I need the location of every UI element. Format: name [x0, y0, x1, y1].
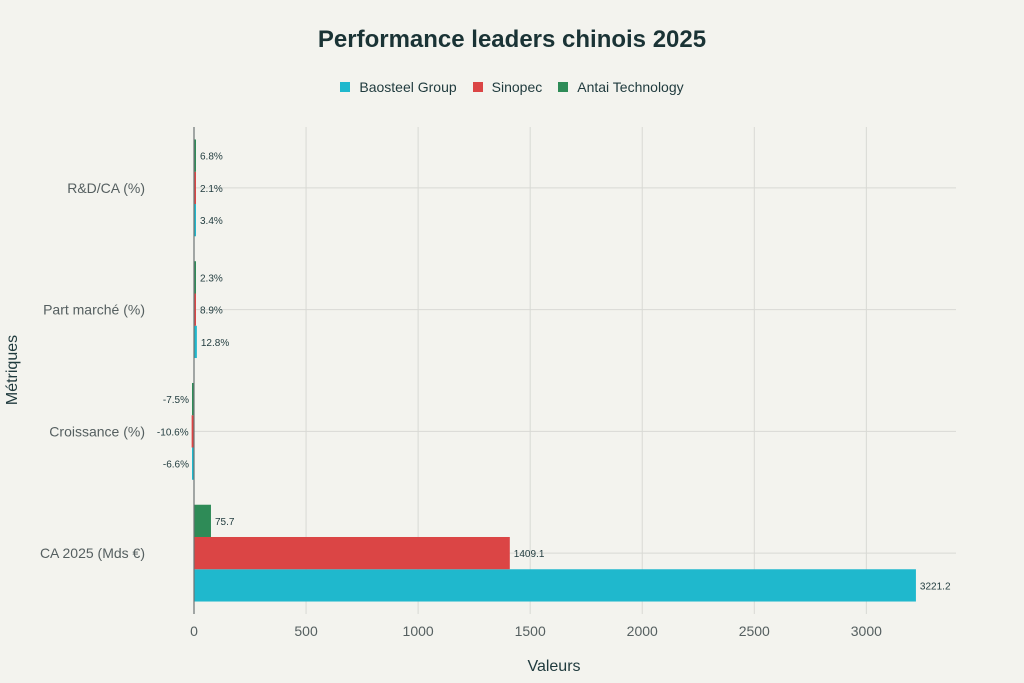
data-label-antai-technology: 6.8% — [200, 152, 223, 163]
bar-baosteel-group — [194, 204, 196, 237]
data-label-baosteel-group: 3221.2 — [920, 581, 951, 592]
bar-sinopec — [194, 293, 196, 326]
data-label-baosteel-group: 12.8% — [201, 338, 229, 349]
bar-sinopec — [194, 171, 196, 205]
bar-sinopec — [194, 536, 510, 570]
data-label-antai-technology: -7.5% — [163, 395, 189, 406]
bar-antai-technology — [194, 504, 211, 537]
legend-swatch-sinopec — [472, 82, 483, 92]
data-label-baosteel-group: 3.4% — [200, 216, 223, 227]
legend-item-baosteel[interactable]: Baosteel Group — [340, 79, 457, 95]
data-label-antai-technology: 2.3% — [200, 273, 223, 284]
bar-baosteel-group — [194, 325, 197, 359]
bar-baosteel-group — [194, 569, 916, 602]
x-tick-label: 500 — [294, 623, 318, 639]
data-label-antai-technology: 75.7 — [215, 517, 235, 528]
legend-label-antai: Antai Technology — [577, 79, 684, 95]
legend: Baosteel Group Sinopec Antai Technology — [0, 79, 1024, 95]
data-label-baosteel-group: -6.6% — [163, 460, 189, 471]
bar-antai-technology — [194, 261, 196, 294]
y-category-label: CA 2025 (Mds €) — [40, 545, 145, 561]
bar-sinopec — [191, 415, 194, 448]
chart-title: Performance leaders chinois 2025 — [317, 26, 707, 53]
legend-item-sinopec[interactable]: Sinopec — [472, 79, 543, 95]
x-axis-title: Valeurs — [527, 658, 580, 675]
x-tick-label: 1000 — [403, 623, 434, 639]
x-tick-label: 3000 — [851, 623, 882, 639]
data-label-sinopec: 1409.1 — [514, 549, 545, 560]
legend-label-sinopec: Sinopec — [491, 79, 543, 95]
data-labels: 3221.2 -6.6% 12.8% 3.4% 1409.1 -10.6% 8.9% 2.1%… — [157, 152, 951, 593]
y-category-label: R&D/CA (%) — [67, 180, 145, 196]
x-tick-label: 0 — [190, 623, 198, 639]
x-tick-label: 2000 — [627, 623, 658, 639]
data-label-sinopec: -10.6% — [157, 427, 189, 438]
x-tick-label: 1500 — [515, 623, 546, 639]
legend-swatch-antai — [558, 82, 569, 92]
bar-baosteel-group — [192, 447, 194, 480]
axes: 0 500 1000 1500 2000 2500 3000 CA 2025 (Mds €) C… — [40, 127, 882, 639]
grid-lines — [194, 127, 956, 614]
data-label-sinopec: 2.1% — [200, 184, 223, 195]
y-category-label: Croissance (%) — [49, 423, 145, 439]
legend-swatch-baosteel — [340, 82, 351, 92]
legend-label-baosteel: Baosteel Group — [359, 79, 457, 95]
bars — [191, 139, 916, 602]
data-label-sinopec: 8.9% — [200, 306, 223, 317]
y-category-label: Part marché (%) — [43, 302, 145, 318]
legend-item-antai[interactable]: Antai Technology — [558, 79, 684, 95]
bar-antai-technology — [194, 139, 196, 172]
x-tick-label: 2500 — [739, 623, 770, 639]
y-axis-title: Métriques — [4, 335, 21, 405]
bar-antai-technology — [192, 382, 194, 416]
